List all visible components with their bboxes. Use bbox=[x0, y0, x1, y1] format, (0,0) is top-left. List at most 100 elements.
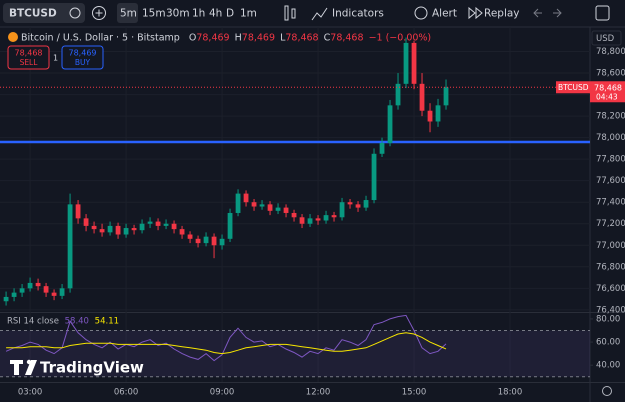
undo-button[interactable] bbox=[533, 8, 542, 18]
candle-body bbox=[187, 234, 193, 239]
candle-body bbox=[107, 225, 113, 233]
replay-icon bbox=[468, 6, 483, 20]
y-tick-label: 76,800 bbox=[596, 262, 625, 272]
alert-icon bbox=[414, 6, 428, 20]
rsi-value: 58.40 bbox=[65, 316, 89, 326]
candle-body bbox=[171, 223, 177, 230]
interval-button[interactable]: 5m bbox=[120, 8, 137, 20]
candle-body bbox=[379, 143, 385, 154]
interval-button[interactable]: 15m bbox=[142, 8, 166, 20]
rsi-line bbox=[5, 314, 447, 362]
interval-button[interactable]: 1m bbox=[240, 8, 257, 20]
candle-body bbox=[443, 87, 449, 106]
compare-button[interactable] bbox=[92, 6, 106, 20]
candle-body bbox=[427, 110, 433, 122]
y-tick-label: 60.00 bbox=[596, 338, 620, 348]
candle-body bbox=[139, 223, 145, 231]
logo-dot bbox=[26, 359, 32, 365]
symbol[interactable]: BTCUSD bbox=[9, 8, 57, 20]
candle-body bbox=[59, 288, 65, 296]
candle-body bbox=[267, 204, 273, 211]
candle-body bbox=[331, 215, 337, 218]
sell-label[interactable]: SELL bbox=[20, 58, 39, 67]
rsi-name: RSI 14 close bbox=[7, 316, 59, 326]
legend-title: Bitcoin / U.S. Dollar · 5 · Bitstamp bbox=[21, 32, 180, 43]
indicators-icon bbox=[311, 7, 328, 21]
x-tick-label: 15:00 bbox=[402, 388, 427, 398]
y-tick-label: 77,000 bbox=[596, 241, 625, 251]
candle-body bbox=[395, 83, 401, 106]
chart-type-icon bbox=[291, 8, 296, 19]
x-tick-label: 12:00 bbox=[306, 388, 331, 398]
legend-change: −1 (−0.00%) bbox=[369, 32, 432, 43]
buy-button[interactable] bbox=[61, 45, 104, 70]
symbol-icon[interactable] bbox=[69, 7, 81, 19]
sell-button[interactable] bbox=[7, 45, 50, 70]
candle-body bbox=[115, 225, 121, 235]
alert-button[interactable]: Alert bbox=[432, 8, 457, 20]
settings-button[interactable] bbox=[602, 386, 612, 396]
y-tick-label: 77,800 bbox=[596, 155, 625, 165]
quantity[interactable]: 1 bbox=[53, 54, 58, 63]
candle-body bbox=[363, 200, 369, 208]
buy-label[interactable]: BUY bbox=[75, 58, 91, 67]
candle-body bbox=[51, 292, 57, 296]
watermark-text: TradingView bbox=[40, 359, 144, 377]
chart-type-button[interactable] bbox=[284, 5, 289, 21]
candle-body bbox=[387, 105, 393, 144]
candle-body bbox=[227, 212, 233, 239]
candle-body bbox=[27, 282, 33, 289]
candle-body bbox=[3, 296, 9, 302]
candle-body bbox=[371, 153, 377, 201]
currency[interactable]: USD bbox=[596, 34, 615, 44]
candle-body bbox=[299, 217, 305, 224]
legend-o-label: O bbox=[189, 32, 196, 43]
candle-body bbox=[219, 238, 225, 246]
candle-body bbox=[283, 207, 289, 213]
y-tick-label: 77,400 bbox=[596, 198, 625, 208]
symbol-search[interactable] bbox=[3, 3, 85, 23]
y-tick-label: 40.00 bbox=[596, 361, 620, 371]
x-tick-label: 06:00 bbox=[114, 388, 139, 398]
candle-body bbox=[235, 193, 241, 213]
interval-button[interactable]: 30m bbox=[166, 8, 190, 20]
interval-button[interactable]: 1h bbox=[192, 8, 205, 20]
candle-body bbox=[195, 238, 201, 244]
candle-body bbox=[403, 42, 409, 84]
candle-body bbox=[323, 215, 329, 221]
interval-button[interactable]: 4h bbox=[209, 8, 222, 20]
legend-c: 78,468 bbox=[330, 32, 363, 43]
interval-button[interactable]: D bbox=[226, 8, 234, 20]
y-tick-label: 78,600 bbox=[596, 69, 625, 79]
candle-body bbox=[67, 204, 73, 289]
indicators-button[interactable]: Indicators bbox=[332, 8, 384, 20]
candle-body bbox=[203, 236, 209, 244]
legend: Bitcoin / U.S. Dollar · 5 · Bitstamp O 78… bbox=[21, 32, 431, 43]
buy-price[interactable]: 78,469 bbox=[69, 49, 97, 58]
candle-body bbox=[11, 292, 17, 297]
candle-body bbox=[259, 204, 265, 207]
currency-select[interactable] bbox=[591, 30, 622, 46]
candle-body bbox=[275, 207, 281, 211]
candle-body bbox=[75, 204, 81, 219]
replay-button[interactable]: Replay bbox=[484, 8, 520, 20]
y-tick-label: 78,000 bbox=[596, 133, 625, 143]
candle-body bbox=[307, 218, 313, 224]
legend-l: 78,468 bbox=[285, 32, 318, 43]
candle-body bbox=[179, 229, 185, 235]
candle-body bbox=[43, 286, 49, 293]
rsi-line bbox=[6, 332, 447, 355]
price-tag-symbol: BTCUSD bbox=[558, 83, 589, 92]
redo-button[interactable] bbox=[553, 8, 562, 18]
x-tick-label: 09:00 bbox=[210, 388, 235, 398]
candle-body bbox=[19, 288, 25, 293]
y-tick-label: 76,600 bbox=[596, 284, 625, 294]
y-tick-label: 77,600 bbox=[596, 176, 625, 186]
candle-body bbox=[355, 204, 361, 208]
candle-body bbox=[99, 229, 105, 233]
layout-button[interactable] bbox=[595, 5, 610, 21]
candle-body bbox=[291, 212, 297, 218]
candle-body bbox=[147, 221, 153, 224]
sell-price[interactable]: 78,468 bbox=[15, 49, 43, 58]
